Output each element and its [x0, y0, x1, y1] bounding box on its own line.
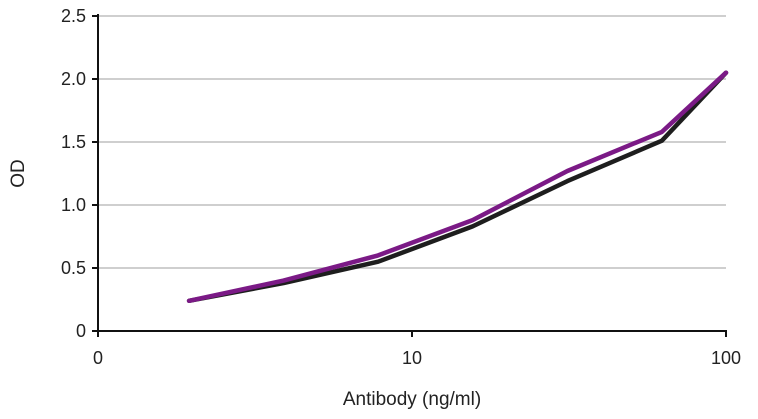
- y-tick-label: 2.5: [61, 6, 86, 26]
- y-tick-label: 2.0: [61, 69, 86, 89]
- y-tick-label: 0: [76, 321, 86, 341]
- x-axis-title: Antibody (ng/ml): [343, 389, 481, 410]
- y-tick-label: 0.5: [61, 258, 86, 278]
- x-tick-label: 100: [711, 348, 741, 368]
- tick-labels: 0 0.5 1.0 1.5 2.0 2.5 0 10 100: [61, 6, 741, 368]
- axes: [92, 14, 727, 337]
- y-axis-title: OD: [8, 159, 29, 188]
- series-line-1: [189, 73, 726, 301]
- x-tick-label: 0: [93, 348, 103, 368]
- y-tick-label: 1.5: [61, 132, 86, 152]
- series-lines: [189, 73, 726, 301]
- x-tick-label: 10: [402, 348, 422, 368]
- y-tick-label: 1.0: [61, 195, 86, 215]
- series-line-2: [189, 73, 726, 301]
